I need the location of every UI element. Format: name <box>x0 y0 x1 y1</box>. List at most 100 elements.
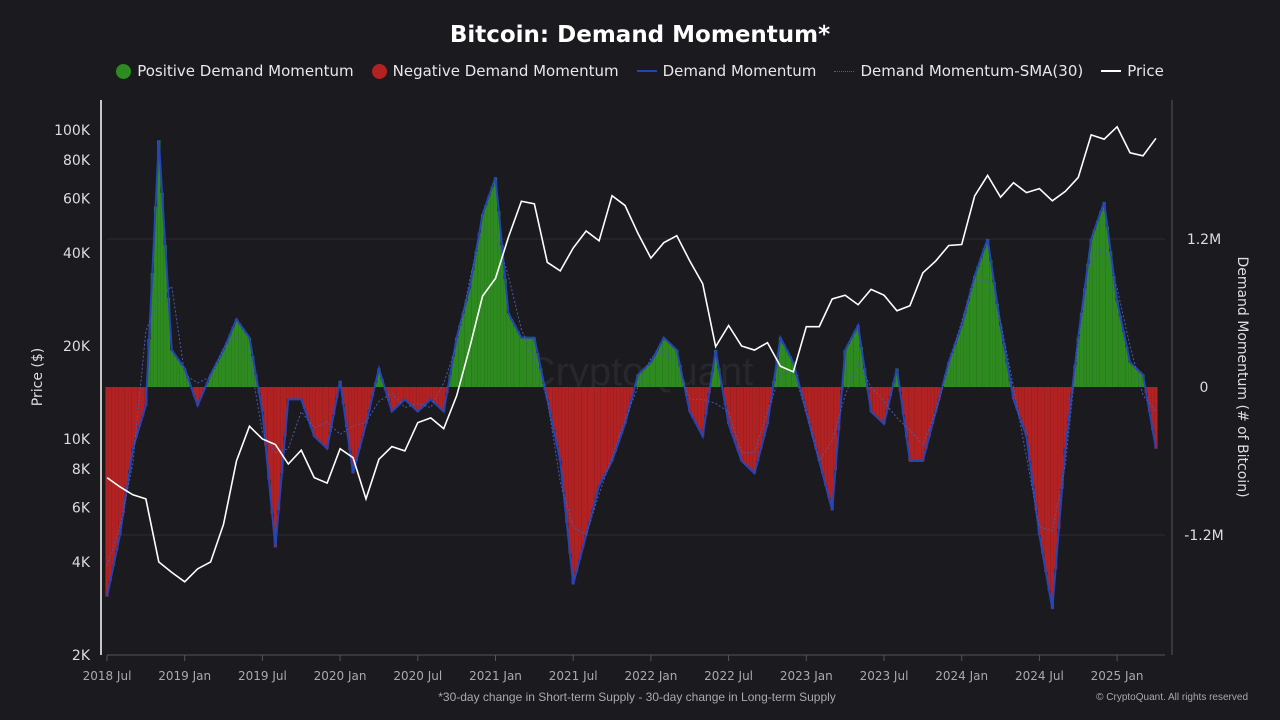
negative-bar <box>293 387 297 400</box>
negative-bar <box>1015 387 1019 409</box>
negative-bar <box>1050 387 1054 609</box>
positive-bar <box>503 279 507 387</box>
negative-bar <box>701 387 705 437</box>
negative-bar <box>610 387 614 461</box>
positive-bar <box>979 257 983 387</box>
negative-bar <box>558 387 562 461</box>
positive-bar <box>649 362 653 387</box>
negative-bar <box>827 387 831 498</box>
negative-bar <box>412 387 417 409</box>
negative-bar <box>752 387 757 474</box>
legend-item[interactable]: Price <box>1101 62 1164 80</box>
x-tick-label: 2019 Jul <box>238 669 287 683</box>
negative-bar <box>121 387 125 514</box>
positive-bar <box>671 346 676 387</box>
positive-bar <box>665 340 669 387</box>
legend: Positive Demand Momentum Negative Demand … <box>0 62 1280 80</box>
negative-bar <box>267 387 271 480</box>
positive-bar <box>950 353 954 387</box>
negative-bar <box>131 387 135 449</box>
legend-item[interactable]: Demand Momentum-SMA(30) <box>834 62 1083 80</box>
negative-bar <box>623 387 627 424</box>
negative-bar <box>591 387 595 511</box>
negative-bar <box>370 387 375 397</box>
x-tick-label: 2024 Jan <box>935 669 988 683</box>
positive-bar <box>500 245 504 387</box>
negative-bar <box>309 387 313 428</box>
positive-bar <box>183 368 187 387</box>
positive-bar <box>1134 368 1139 387</box>
negative-bar <box>425 387 430 403</box>
legend-item[interactable]: Positive Demand Momentum <box>116 62 354 80</box>
positive-bar <box>646 365 650 387</box>
negative-bar <box>429 387 433 400</box>
negative-bar <box>341 387 345 404</box>
positive-bar <box>510 319 514 387</box>
legend-swatch <box>371 63 387 79</box>
negative-bar <box>762 387 766 437</box>
negative-bar <box>552 387 556 431</box>
negative-bar <box>416 387 420 412</box>
negative-bar <box>594 387 598 498</box>
negative-bar <box>403 387 407 400</box>
negative-bar <box>578 387 582 560</box>
y-left-tick-label: 100K <box>54 123 91 139</box>
positive-bar <box>1089 239 1093 387</box>
negative-bar <box>435 387 439 406</box>
negative-bar <box>432 387 436 403</box>
legend-label: Negative Demand Momentum <box>392 62 619 80</box>
negative-bar <box>1063 387 1067 449</box>
positive-bar <box>969 288 974 387</box>
positive-bar <box>843 350 847 387</box>
positive-bar <box>480 214 485 387</box>
y-right-tick-label: -1.2M <box>1184 528 1223 544</box>
negative-bar <box>199 387 203 398</box>
negative-bar <box>833 387 838 471</box>
y-left-axis-title: Price ($) <box>30 348 46 406</box>
positive-bar <box>895 368 899 387</box>
negative-bar <box>1031 387 1035 486</box>
negative-bar <box>620 387 624 434</box>
positive-bar <box>160 192 164 387</box>
positive-bar <box>782 343 786 387</box>
negative-bar <box>283 387 287 437</box>
negative-bar <box>134 387 138 438</box>
positive-bar <box>995 303 999 387</box>
negative-bar <box>118 387 122 535</box>
positive-bar <box>1118 316 1122 387</box>
positive-bar <box>1099 211 1103 387</box>
negative-bar <box>626 387 630 412</box>
positive-bar <box>231 326 235 387</box>
negative-bar <box>422 387 426 406</box>
legend-item[interactable]: Demand Momentum <box>636 62 816 80</box>
negative-bar <box>1057 387 1061 529</box>
positive-bar <box>212 368 216 387</box>
negative-bar <box>140 387 145 417</box>
positive-bar <box>1002 343 1006 387</box>
positive-bar <box>221 350 226 387</box>
negative-bar <box>882 387 886 424</box>
positive-bar <box>519 337 524 387</box>
legend-item[interactable]: Negative Demand Momentum <box>371 62 619 80</box>
positive-bar <box>1121 331 1126 387</box>
positive-bar <box>493 177 498 387</box>
y-left-tick-label: 20K <box>63 339 91 355</box>
positive-bar <box>658 343 663 387</box>
negative-bar <box>322 387 326 446</box>
positive-bar <box>490 186 494 387</box>
positive-bar <box>208 374 213 387</box>
x-tick-label: 2018 Jul <box>83 669 132 683</box>
legend-label: Demand Momentum-SMA(30) <box>860 62 1084 80</box>
positive-bar <box>859 346 863 387</box>
positive-bar <box>1141 374 1145 387</box>
negative-bar <box>814 387 818 449</box>
negative-bar <box>357 387 362 449</box>
positive-bar <box>947 362 951 387</box>
positive-bar <box>976 266 980 387</box>
negative-bar <box>409 387 413 406</box>
positive-bar <box>176 359 180 387</box>
negative-bar <box>1060 387 1064 489</box>
negative-bar <box>616 387 621 443</box>
negative-bar <box>354 387 358 461</box>
